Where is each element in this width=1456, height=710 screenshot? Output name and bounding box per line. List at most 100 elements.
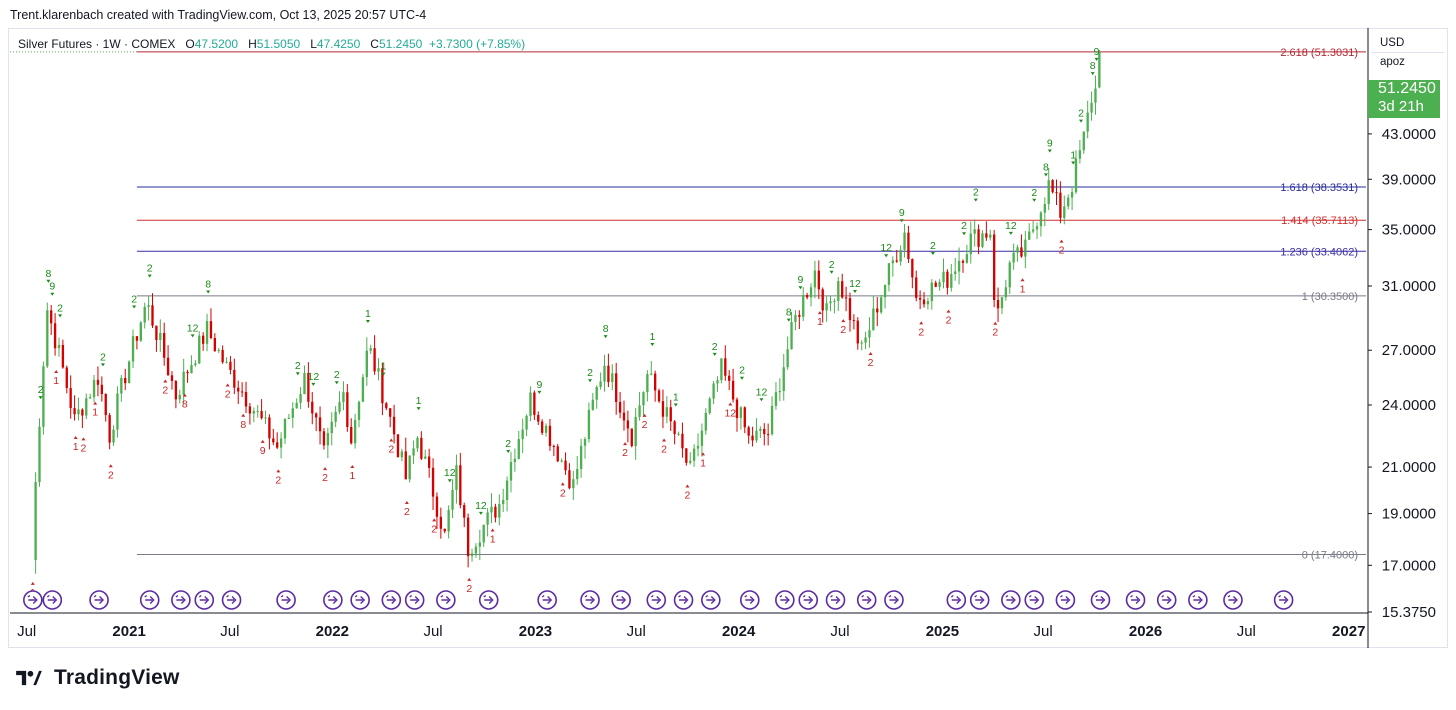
candle-body[interactable] [681,433,684,449]
candle-body[interactable] [977,229,980,247]
candle-body[interactable] [272,438,275,443]
candle-body[interactable] [576,469,579,480]
candle-body[interactable] [412,448,415,456]
candle-body[interactable] [400,451,404,458]
candle-body[interactable] [307,373,310,402]
candle-body[interactable] [646,374,649,393]
candle-body[interactable] [665,407,669,417]
candle-body[interactable] [237,387,240,392]
candle-body[interactable] [435,496,439,517]
candle-body[interactable] [957,260,961,272]
candle-body[interactable] [1004,287,1008,298]
candle-body[interactable] [802,294,805,317]
indicator-label[interactable]: apoz [1380,56,1405,68]
candle-body[interactable] [233,369,236,388]
candle-body[interactable] [463,505,466,518]
candle-body[interactable] [848,298,852,321]
candle-body[interactable] [673,421,676,435]
candle-body[interactable] [1028,231,1031,240]
candle-body[interactable] [954,271,957,274]
candle-body[interactable] [876,308,879,313]
candle-body[interactable] [92,379,96,398]
candle-body[interactable] [50,310,53,324]
candle-body[interactable] [961,260,965,263]
candle-body[interactable] [841,281,844,298]
candle-body[interactable] [821,289,824,311]
candle-body[interactable] [564,460,567,471]
candle-body[interactable] [135,336,139,341]
candle-body[interactable] [350,426,353,444]
candle-body[interactable] [813,270,817,288]
candle-body[interactable] [517,439,520,459]
candle-body[interactable] [1070,192,1074,198]
candle-body[interactable] [759,428,762,431]
candle-body[interactable] [1082,131,1085,151]
candle-body[interactable] [704,413,707,431]
candle-body[interactable] [373,348,376,372]
candle-body[interactable] [794,314,797,323]
candle-body[interactable] [104,393,107,416]
candle-body[interactable] [969,233,972,255]
candle-body[interactable] [922,299,926,305]
candle-body[interactable] [985,233,988,238]
candle-body[interactable] [731,380,735,400]
candle-body[interactable] [634,416,637,447]
candle-body[interactable] [322,431,326,446]
candle-body[interactable] [389,408,392,417]
candle-body[interactable] [147,305,150,307]
candle-body[interactable] [283,418,287,439]
candle-body[interactable] [163,333,166,358]
candle-body[interactable] [805,294,809,298]
candle-body[interactable] [1090,102,1093,113]
candle-body[interactable] [552,446,556,448]
candle-body[interactable] [57,344,61,349]
candle-body[interactable] [989,234,992,238]
candle-body[interactable] [1051,180,1054,193]
candle-body[interactable] [482,524,485,543]
candle-body[interactable] [244,392,248,407]
candle-body[interactable] [73,408,76,415]
candle-body[interactable] [276,442,279,448]
candle-body[interactable] [864,337,867,343]
candle-body[interactable] [973,229,976,234]
candle-body[interactable] [502,499,505,505]
candle-body[interactable] [1039,212,1043,227]
candle-body[interactable] [743,407,746,428]
candle-body[interactable] [61,344,65,368]
candle-body[interactable] [533,392,536,415]
candle-body[interactable] [642,392,645,406]
candle-body[interactable] [778,390,782,393]
candle-body[interactable] [116,393,119,430]
candle-body[interactable] [213,338,217,351]
candle-body[interactable] [844,297,848,299]
candle-body[interactable] [595,386,598,400]
tradingview-brand[interactable]: TradingView [54,666,180,689]
candle-body[interactable] [829,301,832,304]
candle-body[interactable] [314,413,318,418]
candle-body[interactable] [1031,229,1035,232]
candle-body[interactable] [1047,180,1050,205]
candle-body[interactable] [934,282,937,287]
candle-body[interactable] [326,433,330,446]
candle-body[interactable] [65,367,68,389]
candle-body[interactable] [385,403,388,409]
candle-body[interactable] [868,330,871,338]
candle-body[interactable] [915,277,918,298]
candle-body[interactable] [992,234,996,300]
candle-body[interactable] [611,373,614,383]
candle-body[interactable] [451,489,454,510]
candle-body[interactable] [852,320,856,322]
candle-body[interactable] [618,401,622,413]
candle-body[interactable] [346,392,349,427]
candle-body[interactable] [505,480,509,500]
candle-body[interactable] [724,358,727,376]
candle-body[interactable] [587,409,591,440]
candle-body[interactable] [431,467,435,497]
candle-body[interactable] [770,405,774,435]
candle-body[interactable] [198,335,201,364]
candle-body[interactable] [279,438,283,448]
candle-body[interactable] [950,273,953,288]
candle-body[interactable] [720,358,723,381]
candle-body[interactable] [786,349,789,368]
candle-body[interactable] [728,375,731,381]
